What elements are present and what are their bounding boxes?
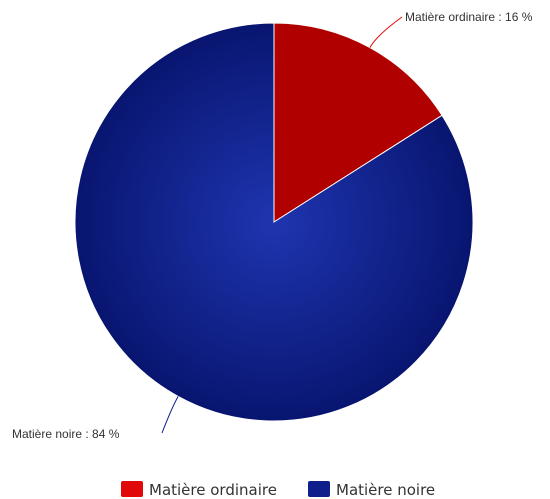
legend-label-matiere-ordinaire: Matière ordinaire [149,481,277,499]
connector-matiere-ordinaire [369,16,403,48]
pie-slice-matiere-noire[interactable] [74,22,474,422]
legend-item-matiere-noire[interactable]: Matière noire [308,481,435,499]
legend: Matière ordinaire Matière noire [121,481,435,499]
legend-swatch-matiere-noire [308,481,330,497]
label-connectors [161,16,403,434]
legend-swatch-matiere-ordinaire [121,481,143,497]
data-label-matiere-noire: Matière noire : 84 % [12,427,120,441]
pie-slices [74,22,474,422]
data-label-matiere-ordinaire: Matière ordinaire : 16 % [405,10,533,24]
legend-label-matiere-noire: Matière noire [336,481,435,499]
legend-item-matiere-ordinaire[interactable]: Matière ordinaire [121,481,277,499]
connector-matiere-noire [161,396,179,434]
